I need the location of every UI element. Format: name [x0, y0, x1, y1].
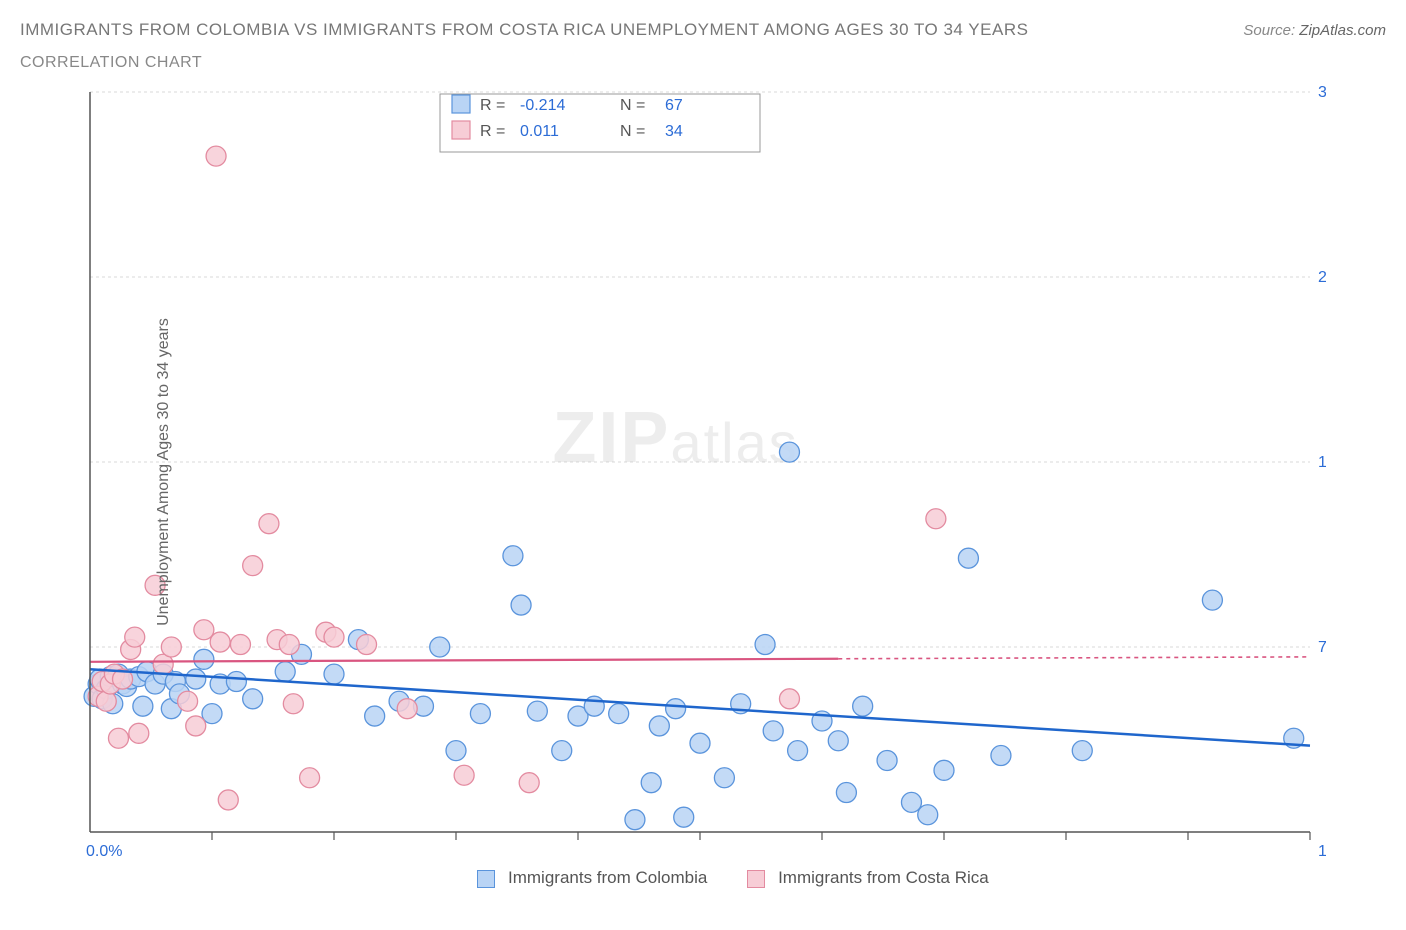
- svg-text:15.0%: 15.0%: [1318, 454, 1326, 471]
- bottom-legend: Immigrants from Colombia Immigrants from…: [80, 868, 1386, 888]
- svg-text:0.011: 0.011: [520, 123, 559, 140]
- svg-text:ZIPatlas: ZIPatlas: [552, 398, 798, 478]
- svg-text:N =: N =: [620, 97, 645, 114]
- svg-text:R =: R =: [480, 97, 505, 114]
- svg-text:15.0%: 15.0%: [1318, 843, 1326, 860]
- correlation-scatter-chart: 7.5% 15.0% 22.5% 30.0% ZIPatlas 0.0% 15.0% R =-…: [20, 82, 1326, 862]
- svg-text:N =: N =: [620, 123, 645, 140]
- chart-area: Unemployment Among Ages 30 to 34 years 7…: [20, 82, 1386, 862]
- svg-text:-0.214: -0.214: [520, 97, 565, 114]
- page-title: IMMIGRANTS FROM COLOMBIA VS IMMIGRANTS F…: [20, 20, 1028, 40]
- svg-text:67: 67: [665, 97, 683, 114]
- legend-swatch-colombia: [477, 870, 495, 888]
- svg-text:22.5%: 22.5%: [1318, 269, 1326, 286]
- page-subtitle: CORRELATION CHART: [20, 54, 1386, 72]
- svg-text:R =: R =: [480, 123, 505, 140]
- svg-text:7.5%: 7.5%: [1318, 639, 1326, 656]
- y-axis-label: Unemployment Among Ages 30 to 34 years: [155, 318, 173, 626]
- svg-text:0.0%: 0.0%: [86, 843, 122, 860]
- svg-text:34: 34: [665, 123, 683, 140]
- svg-text:30.0%: 30.0%: [1318, 84, 1326, 101]
- legend-item-costa-rica: Immigrants from Costa Rica: [747, 868, 988, 888]
- source-credit: Source: ZipAtlas.com: [1243, 22, 1386, 39]
- legend-item-colombia: Immigrants from Colombia: [477, 868, 707, 888]
- legend-swatch-costa-rica: [747, 870, 765, 888]
